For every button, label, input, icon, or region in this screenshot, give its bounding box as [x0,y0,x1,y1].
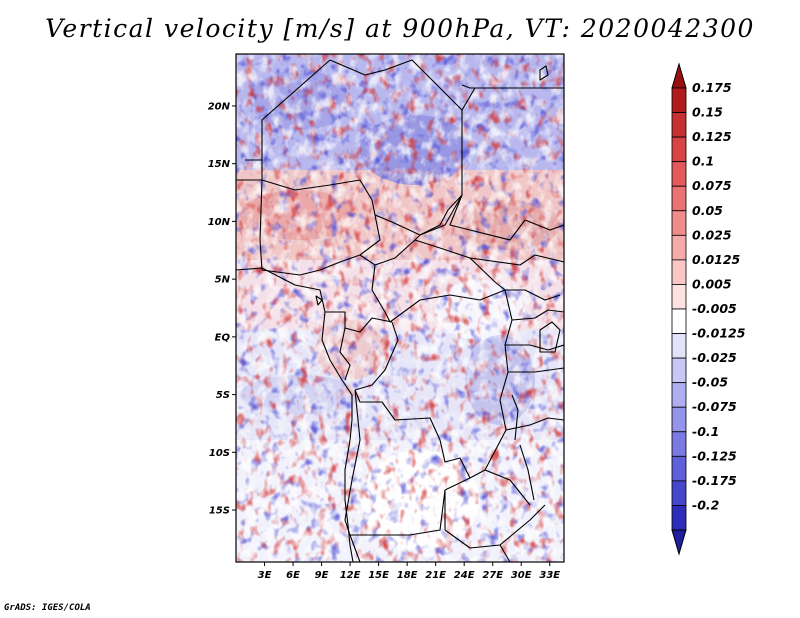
longitude-axis: 3E 6E 9E 12E 15E 18E 21E 24E 27E 30E 33E [258,562,560,581]
lon-tick-label: 15E [368,570,389,581]
colorbar-label: -0.05 [692,375,728,390]
colorbar-label: -0.175 [692,473,737,488]
colorbar-swatch [671,185,687,212]
colorbar-swatch [671,210,687,236]
lat-tick-label: 10N [208,217,231,228]
colorbar-swatch [671,234,687,261]
colorbar-swatch [671,431,687,457]
lon-tick-label: 30E [511,570,532,581]
lat-tick-label: 5S [216,390,230,401]
colorbar-swatch [671,333,687,359]
colorbar-swatch [671,382,687,408]
colorbar-swatch [671,308,687,334]
colorbar-label: -0.1 [692,424,719,439]
colorbar-label: 0.025 [692,227,732,242]
colorbar-swatch [671,136,687,163]
lat-tick-label: 20N [208,101,231,112]
colorbar-swatch [671,455,687,482]
lon-tick-label: 3E [258,570,272,581]
colorbar-label: 0.075 [692,178,732,193]
colorbar-label: -0.0125 [692,326,746,341]
lat-tick-label: 5N [215,275,231,286]
colorbar-label: 0.1 [692,154,714,169]
colorbar-swatch [671,87,687,113]
colorbar-swatch [671,284,687,310]
colorbar-label: 0.0125 [692,252,741,267]
lon-tick-label: 12E [340,570,361,581]
coastline [236,65,549,562]
colorbar-label: 0.175 [692,80,732,95]
colorbar-label: 0.15 [692,105,723,120]
lon-tick-label: 18E [397,570,418,581]
map-frame [235,53,565,563]
colorbar-swatch [671,357,687,384]
colorbar-swatch [671,505,687,531]
colorbar-label: -0.025 [692,350,737,365]
colorbar-swatch [671,161,687,187]
colorbar-label: -0.005 [692,301,737,316]
colorbar-swatch [671,406,687,433]
lon-tick-label: 24E [454,570,475,581]
colorbar-swatch [671,112,687,138]
colorbar: 0.175 0.15 0.125 0.1 0.075 0.05 0.025 0.0125 0.0… [671,62,746,556]
lon-tick-label: 21E [425,570,446,581]
map-title: Vertical velocity [m/s] at 900hPa, VT: 2… [45,14,755,43]
colorbar-swatch [671,259,687,285]
country-borders [236,59,564,562]
colorbar-label: -0.075 [692,399,737,414]
lat-tick-label: 15S [209,506,230,517]
colorbar-label: 0.125 [692,129,732,144]
lon-tick-label: 33E [539,570,560,581]
latitude-axis: 20N 15N 10N 5N EQ 5S 10S 15S [208,101,236,517]
colorbar-label: 0.005 [692,276,732,291]
grads-credit: GrADS: IGES/COLA [4,603,91,613]
lon-tick-label: 9E [315,570,329,581]
lat-tick-label: 15N [208,159,231,170]
lon-tick-label: 6E [286,570,300,581]
lat-tick-label: 10S [209,448,230,459]
colorbar-over-arrow [671,62,687,89]
colorbar-label: 0.05 [692,203,723,218]
lat-tick-label: EQ [215,332,231,343]
colorbar-label: -0.125 [692,448,737,463]
lon-tick-label: 27E [482,570,503,581]
colorbar-label: -0.2 [692,497,719,512]
colorbar-under-arrow [671,529,687,556]
colorbar-swatch [671,480,687,506]
